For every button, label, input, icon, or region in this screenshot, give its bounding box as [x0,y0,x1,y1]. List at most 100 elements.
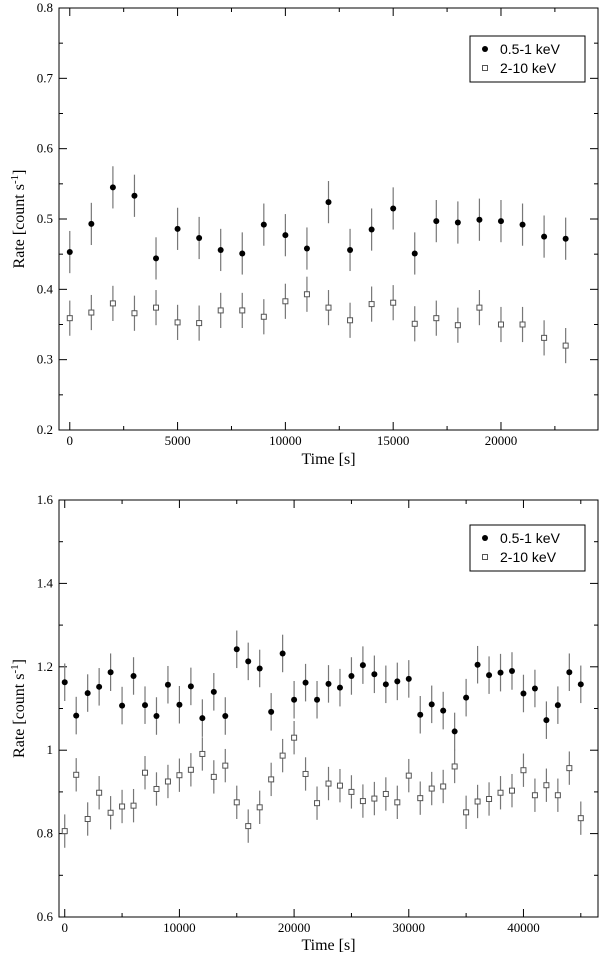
data-point-square [131,310,138,317]
data-point-circle [84,690,91,697]
data-point-square [119,803,126,810]
data-point-circle [497,669,504,676]
data-point-circle [256,665,263,672]
data-point-circle [260,221,267,228]
data-point-circle [107,669,114,676]
legend-box [469,524,586,572]
data-point-square [210,773,217,780]
data-point-circle [368,226,375,233]
data-point-circle [88,220,95,227]
y-axis-title: Rate [count s-1] [9,659,28,758]
data-point-square [256,804,263,811]
data-point-circle [291,696,298,703]
legend: 0.5-1 keV 2-10 keV [469,35,586,83]
y-tick-label: 1 [47,742,54,757]
data-point-square [336,782,343,789]
data-point-square [541,334,548,341]
data-point-square [428,785,435,792]
data-point-circle [142,702,149,709]
data-point-square [451,763,458,770]
data-point-square [463,809,470,816]
data-point-square [359,798,366,805]
data-point-circle [96,683,103,690]
data-point-square [394,799,401,806]
data-point-circle [176,701,183,708]
y-axis-title: Rate [count s-1] [9,170,28,269]
y-tick-label: 1.4 [37,575,54,590]
data-point-circle [486,672,493,679]
y-tick-label: 0.7 [37,70,54,85]
data-point-square [303,291,310,298]
data-point-circle [520,690,527,697]
data-point-circle [428,701,435,708]
y-axis-title-exponent: -1 [9,664,21,673]
data-point-circle [541,233,548,240]
data-point-square [486,795,493,802]
data-point-circle [336,684,343,691]
y-axis-title-main: Rate [count s [11,674,28,758]
x-tick-label: 5000 [165,433,191,448]
data-point-square [519,321,526,328]
data-point-square [543,782,550,789]
y-tick-label: 0.5 [37,211,53,226]
data-point-square [508,787,515,794]
data-point-square [174,319,181,326]
y-tick-label: 1.6 [37,492,54,507]
y-tick-label: 0.4 [37,281,54,296]
data-point-circle [325,680,332,687]
data-point-square [497,321,504,328]
data-point-circle [196,234,203,241]
data-point-circle [302,679,309,686]
data-point-circle [411,250,418,257]
data-point-square [382,790,389,797]
data-point-circle [73,712,80,719]
legend: 0.5-1 keV 2-10 keV [469,524,586,572]
data-point-square [476,304,483,311]
chart-panel-1: 0 5000 10000 15000 20000 0.2 0.3 0.4 0.5 0.6 0.7 0.… [9,0,599,468]
data-point-circle [210,688,217,695]
legend-marker-square [482,65,488,71]
data-point-circle [153,255,160,262]
data-point-circle [562,235,569,242]
data-point-circle [451,728,458,735]
data-point-circle [454,219,461,226]
series-soft-band [61,630,584,751]
data-point-circle [217,246,224,253]
data-point-square [130,802,137,809]
data-point-circle [164,681,171,688]
data-point-square [239,307,246,314]
data-point-square [109,300,116,307]
data-point-square [199,750,206,757]
data-point-circle [131,192,138,199]
data-point-square [562,342,569,349]
data-point-square [454,322,461,329]
x-tick-label: 20000 [485,433,518,448]
legend-label: 0.5-1 keV [500,530,561,546]
data-point-circle [531,685,538,692]
data-point-circle [109,184,116,191]
legend-marker-circle [482,46,488,52]
legend-label: 2-10 keV [500,60,557,76]
data-point-circle [474,661,481,668]
x-tick-label: 15000 [377,433,410,448]
data-point-square [554,792,561,799]
data-point-circle [61,679,68,686]
data-point-square [520,767,527,774]
y-tick-label: 0.6 [37,141,54,156]
data-point-square [325,780,332,787]
data-point-circle [371,671,378,678]
y-tick-label: 0.8 [37,826,53,841]
data-point-square [153,785,160,792]
data-point-square [390,299,397,306]
data-point-square [348,788,355,795]
data-point-square [433,315,440,322]
data-point-circle [497,218,504,225]
legend-label: 2-10 keV [500,549,557,565]
data-point-circle [279,650,286,657]
data-point-circle [359,662,366,669]
y-tick-label: 0.8 [37,0,53,15]
data-point-circle [405,675,412,682]
data-point-circle [440,707,447,714]
data-point-circle [282,232,289,239]
data-point-square [440,783,447,790]
